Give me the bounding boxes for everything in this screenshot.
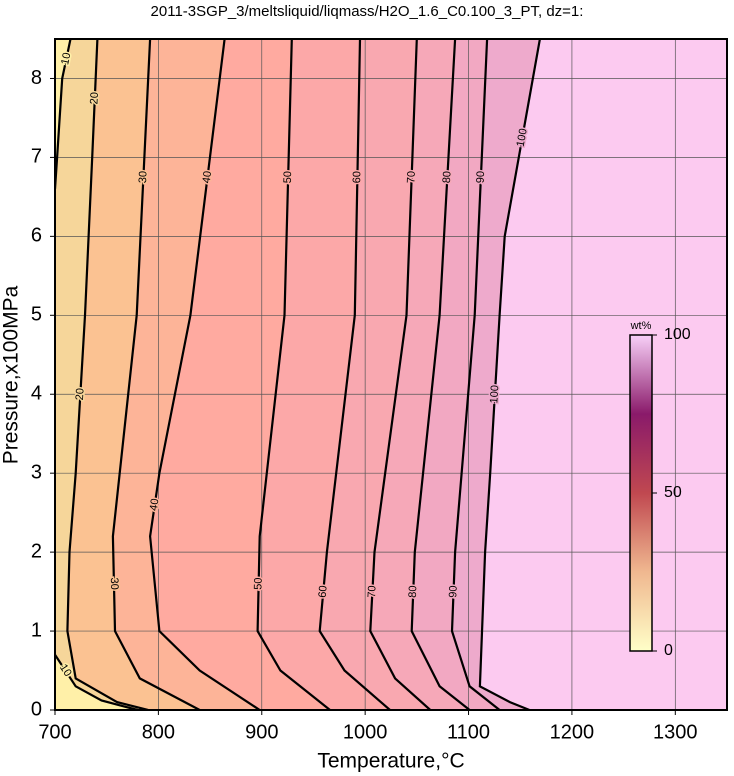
- contour-line: [148, 39, 261, 710]
- contour-line: [450, 39, 501, 710]
- plot-area: 1001009090808070706060505040403030202010…: [55, 39, 727, 710]
- y-tick-label: 0: [31, 698, 42, 720]
- y-tick-label: 2: [31, 540, 42, 562]
- x-tick-label: 1100: [447, 721, 490, 743]
- contour-line: [369, 39, 432, 710]
- contour-line: [55, 654, 138, 710]
- contour-label: 70: [405, 171, 417, 184]
- contour-label: 80: [441, 171, 454, 184]
- contour-label: 70: [366, 585, 379, 598]
- x-tick-label: 800: [142, 721, 175, 743]
- colorbar: [629, 334, 653, 652]
- contour-label: 90: [447, 585, 459, 598]
- contour-label: 90: [475, 171, 488, 184]
- y-tick-label: 7: [31, 146, 42, 168]
- contour-label: 20: [74, 388, 87, 401]
- contour-label: 50: [252, 577, 264, 590]
- colorbar-tick-label: 100: [664, 326, 691, 343]
- contour-band: [55, 39, 149, 710]
- y-tick-label: 4: [31, 383, 42, 405]
- y-axis-label: Pressure,x100MPa: [0, 285, 23, 464]
- contour-band: [55, 654, 138, 710]
- y-tick-label: 1: [31, 619, 42, 641]
- contour-label: 60: [317, 585, 330, 598]
- x-tick-label: 1300: [653, 721, 698, 743]
- contour-label: 30: [108, 577, 120, 590]
- contour-label: 80: [407, 585, 419, 598]
- contour-line: [318, 39, 391, 710]
- contour-label: 30: [137, 171, 150, 184]
- contour-label: 100: [515, 128, 530, 148]
- colorbar-tick-label: 50: [664, 484, 682, 501]
- contour-label: 40: [201, 170, 214, 184]
- contour-line: [111, 39, 201, 710]
- colorbar-tick-label: 0: [664, 642, 673, 659]
- contour-line: [55, 39, 72, 190]
- colorbar-label: wt%: [630, 320, 652, 332]
- contour-line: [66, 39, 149, 710]
- contour-label: 40: [148, 498, 162, 512]
- contour-label: 60: [351, 171, 363, 183]
- contour-label: 100: [488, 385, 501, 404]
- contour-label: 20: [88, 92, 101, 105]
- x-tick-label: 1200: [550, 721, 595, 743]
- contour-band: [55, 39, 200, 710]
- contour-band: [55, 39, 71, 189]
- contour-label: 50: [282, 171, 294, 184]
- contour-label: 10: [59, 51, 73, 65]
- y-tick-label: 8: [31, 67, 42, 89]
- x-tick-label: 700: [38, 721, 71, 743]
- contour-line: [410, 39, 471, 710]
- contour-line: [478, 39, 541, 710]
- x-tick-label: 900: [245, 721, 278, 743]
- x-tick-label: 1000: [343, 721, 388, 743]
- plot-frame: [54, 38, 728, 711]
- y-tick-label: 6: [31, 225, 42, 247]
- y-tick-label: 3: [31, 461, 42, 483]
- y-tick-label: 5: [31, 304, 42, 326]
- chart-title: 2011-3SGP_3/meltsliquid/liqmass/H2O_1.6_…: [151, 3, 584, 20]
- contour-line: [256, 39, 331, 710]
- x-axis-label: Temperature,°C: [317, 750, 464, 773]
